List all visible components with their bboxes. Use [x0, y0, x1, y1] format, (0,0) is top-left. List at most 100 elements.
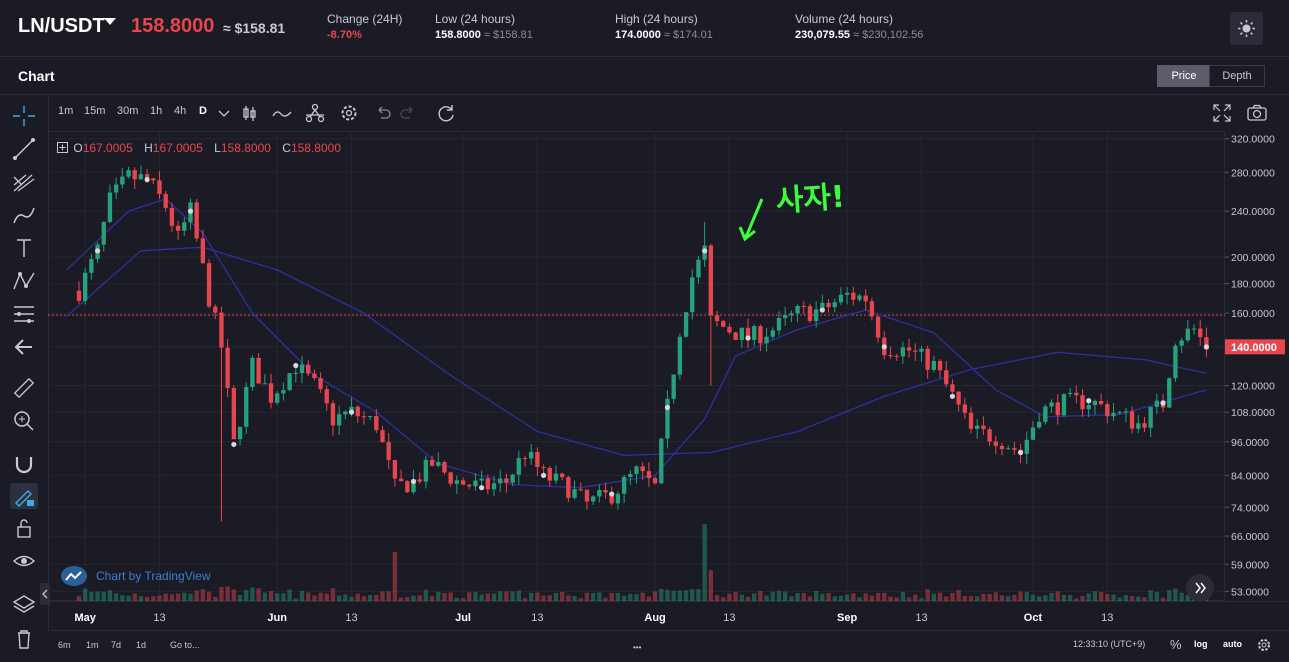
candle-body	[157, 180, 162, 194]
volume-bar	[578, 598, 583, 601]
back-tool[interactable]	[10, 334, 38, 360]
annotation-text: 사자!	[775, 179, 846, 219]
volume-bar	[683, 590, 689, 601]
plus-box-icon[interactable]	[57, 142, 68, 153]
undo-icon[interactable]	[371, 101, 395, 125]
gear-icon[interactable]	[1256, 637, 1272, 653]
volume-bar	[1036, 596, 1042, 601]
volume-bar	[844, 594, 850, 601]
redo-icon[interactable]	[396, 101, 420, 125]
marker-dot	[410, 478, 417, 485]
brush-tool[interactable]	[10, 202, 38, 228]
price-chart[interactable]: 320.0000 280.0000 240.0000 200.0000 180.0000…	[48, 131, 1289, 630]
candle-body	[869, 301, 875, 317]
refresh-icon[interactable]	[434, 101, 458, 125]
pattern-tool[interactable]	[10, 268, 38, 294]
volume-bar	[374, 594, 379, 601]
price-axis[interactable]	[1225, 131, 1289, 601]
fullscreen-icon[interactable]	[1210, 101, 1234, 125]
stay-drawing-tool[interactable]	[10, 483, 38, 509]
volume-bar	[553, 592, 559, 601]
volume-bar	[256, 588, 261, 601]
candle-body	[783, 314, 788, 319]
price-tab[interactable]: Price	[1157, 65, 1211, 87]
lock-tool[interactable]	[10, 515, 38, 541]
candle-body	[169, 207, 175, 226]
candle-body	[851, 292, 856, 300]
range-1d[interactable]: 1d	[136, 640, 147, 650]
range-1m[interactable]: 1m	[86, 640, 99, 650]
range-6m[interactable]: 6m	[58, 640, 71, 650]
candle-body	[1129, 411, 1135, 429]
percent-toggle[interactable]: %	[1170, 637, 1182, 652]
candle-body	[1055, 402, 1060, 416]
interval-15m[interactable]: 15m	[84, 105, 106, 117]
log-toggle[interactable]: log	[1194, 639, 1208, 649]
interval-30m[interactable]: 30m	[117, 105, 139, 117]
range-7d[interactable]: 7d	[111, 640, 122, 650]
pair-selector[interactable]: LN/USDT	[18, 15, 105, 37]
volume-bar	[659, 588, 664, 601]
volume-bar	[1148, 590, 1153, 601]
magnet-tool[interactable]	[10, 451, 38, 477]
depth-tab[interactable]: Depth	[1209, 65, 1265, 87]
volume-bar	[721, 597, 726, 601]
volume-bar	[89, 592, 94, 601]
candle-body	[392, 460, 398, 479]
chart-header: Chart Price Depth	[0, 57, 1289, 95]
y-tick-label: 320.0000	[1231, 134, 1275, 146]
prediction-tool[interactable]	[10, 301, 38, 327]
volume-bar	[1030, 594, 1036, 601]
layers-tool[interactable]	[10, 591, 38, 617]
text-tool[interactable]	[10, 235, 38, 261]
collapse-toolbar-button[interactable]	[40, 583, 50, 605]
theme-toggle-button[interactable]	[1230, 12, 1263, 45]
fib-tool[interactable]	[10, 169, 38, 195]
auto-toggle[interactable]: auto	[1223, 639, 1242, 649]
volume-bar	[529, 592, 534, 601]
interval-1h[interactable]: 1h	[150, 105, 163, 117]
interval-4h[interactable]: 4h	[174, 105, 187, 117]
indicators-icon[interactable]	[303, 101, 327, 125]
volume-bar	[640, 592, 645, 601]
interval-1m[interactable]: 1m	[58, 105, 74, 117]
pitchfork-icon	[13, 174, 35, 192]
volume-bar	[349, 596, 354, 601]
volume-bar	[603, 597, 608, 601]
line-chart-icon[interactable]	[270, 101, 294, 125]
chevron-down-icon[interactable]	[212, 101, 236, 125]
zoom-tool[interactable]	[10, 407, 38, 433]
candle-body	[659, 438, 664, 484]
candle-body	[473, 480, 478, 487]
candle-body	[225, 347, 230, 388]
candle-body	[900, 347, 906, 357]
visibility-tool[interactable]	[10, 548, 38, 574]
crosshair-tool[interactable]	[10, 103, 38, 129]
camera-icon[interactable]	[1245, 101, 1269, 125]
candle-body	[578, 489, 583, 491]
volume-bar	[83, 588, 88, 601]
scroll-to-realtime-button[interactable]	[1186, 574, 1214, 602]
goto-button[interactable]: Go to...	[170, 640, 200, 650]
tradingview-watermark[interactable]: Chart by TradingView	[96, 569, 211, 583]
more-dots[interactable]: •••	[633, 643, 642, 652]
volume-bar	[999, 595, 1005, 601]
measure-tool[interactable]	[10, 375, 38, 401]
candle-body	[789, 313, 794, 315]
trend-line-tool[interactable]	[10, 136, 38, 162]
candle-body	[968, 412, 974, 429]
gear-icon[interactable]	[337, 101, 361, 125]
chevron-down-icon[interactable]	[104, 18, 116, 25]
delete-tool[interactable]	[10, 625, 38, 651]
candle-body	[690, 277, 695, 313]
ohlc-l-label: L	[214, 141, 221, 155]
volume-bar	[832, 596, 837, 601]
candles-icon[interactable]	[237, 101, 261, 125]
volume-bar	[1024, 591, 1029, 601]
interval-d[interactable]: D	[199, 105, 207, 117]
pattern-icon	[13, 272, 35, 290]
volume-bar	[745, 596, 751, 601]
candle-body	[355, 406, 360, 417]
volume-bar	[1179, 592, 1184, 601]
volume-bar	[1173, 588, 1178, 601]
